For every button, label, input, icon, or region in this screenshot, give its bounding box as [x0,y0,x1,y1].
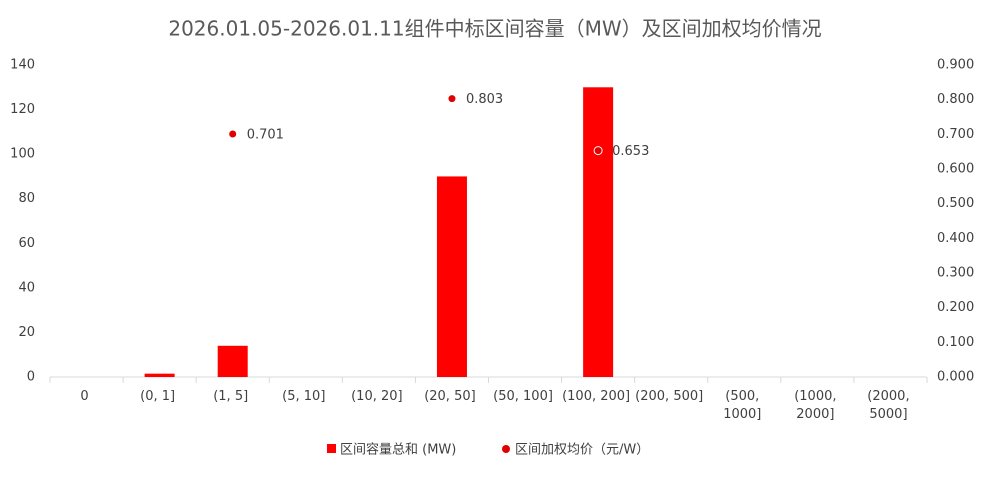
y2-tick-label: 0.900 [937,58,974,73]
legend-swatch [327,444,336,453]
y-tick-label: 140 [10,58,35,73]
y-tick-label: 80 [18,191,35,206]
y-tick-label: 60 [18,236,35,251]
x-tick-label: (0, 1] [140,389,176,404]
x-tick-label: (100, 200] [562,389,631,404]
y-tick-label: 20 [18,325,35,340]
y2-tick-label: 0.000 [937,370,974,385]
y2-tick-label: 0.400 [937,231,974,246]
x-tick-label: (200, 500] [635,389,704,404]
x-tick-label: (5, 10] [282,389,326,404]
x-tick-label: 0 [80,389,89,404]
x-tick-label: (20, 50] [424,389,476,404]
data-label: 0.803 [466,92,503,107]
bar [436,176,467,377]
data-label: 0.653 [612,144,649,159]
point [228,129,238,139]
y-tick-label: 100 [10,147,35,162]
legend-label: 区间容量总和 (MW) [340,442,456,458]
y-tick-label: 120 [10,102,35,117]
data-label: 0.701 [247,127,284,142]
legend-label: 区间加权均价（元/W） [515,442,649,458]
y2-tick-label: 0.700 [937,127,974,142]
x-tick-label: (1000, 2000] [794,389,837,422]
legend-swatch [502,445,510,453]
x-tick-label: (2000, 5000] [867,389,910,422]
x-tick-label: (500, 1000] [723,389,762,422]
point [447,94,457,104]
x-tick-label: (50, 100] [493,389,553,404]
point [593,146,603,156]
y-tick-label: 0 [27,370,35,385]
y-tick-label: 40 [18,280,35,295]
chart-title: 2026.01.05-2026.01.11组件中标区间容量（MW）及区间加权均价… [168,17,821,41]
y2-tick-label: 0.200 [937,300,974,315]
y2-tick-label: 0.300 [937,266,974,281]
bar [144,373,175,377]
y2-tick-label: 0.800 [937,92,974,107]
x-tick-label: (10, 20] [351,389,403,404]
y2-tick-label: 0.600 [937,162,974,177]
y2-tick-label: 0.100 [937,335,974,350]
bar [583,87,614,378]
y2-tick-label: 0.500 [937,196,974,211]
bar [217,345,248,377]
x-tick-label: (1, 5] [213,389,249,404]
